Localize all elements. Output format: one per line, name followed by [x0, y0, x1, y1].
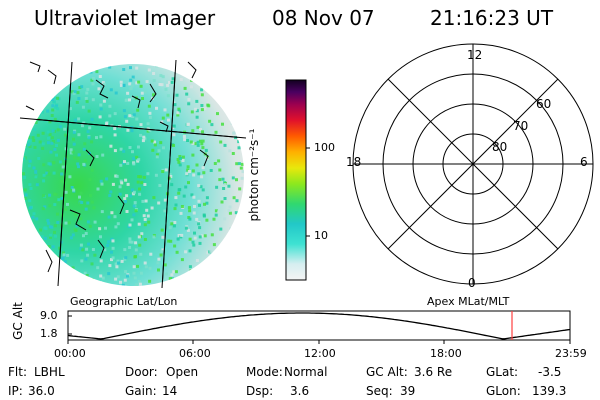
- info-glat-label: GLat:: [486, 365, 519, 379]
- mlt-label-12: 12: [467, 48, 483, 62]
- colorbar-tick-100: 100: [314, 141, 335, 154]
- colorbar-tick-10: 10: [314, 229, 328, 242]
- info-dsp-label: Dsp:: [246, 384, 274, 398]
- info-flt-label: Flt:: [8, 365, 27, 379]
- x-tick-1200: 12:00: [304, 347, 336, 360]
- mlt-label-6: 6: [580, 155, 588, 169]
- info-mode-label: Mode:: [246, 365, 283, 379]
- uv-image-disk: [19, 59, 247, 289]
- apex-caption: Apex MLat/MLT: [427, 295, 510, 308]
- info-glat-value: -3.5: [538, 365, 562, 379]
- info-door-value: Open: [166, 365, 199, 379]
- mlat-label-70: 70: [513, 119, 529, 133]
- info-seq-value: 39: [400, 384, 416, 398]
- altitude-timeline: [67, 310, 571, 344]
- info-ip-value: 36.0: [28, 384, 55, 398]
- info-glon-value: 139.3: [532, 384, 567, 398]
- info-seq-label: Seq:: [366, 384, 393, 398]
- info-door-label: Door:: [125, 365, 158, 379]
- info-ip-label: IP:: [8, 384, 23, 398]
- instrument-title: Ultraviolet Imager: [34, 6, 216, 30]
- color-bar: [285, 79, 310, 281]
- x-tick-1800: 18:00: [430, 347, 462, 360]
- info-gcalt-value: 3.6 Re: [414, 365, 453, 379]
- info-flt-value: LBHL: [34, 365, 65, 379]
- info-gain-value: 14: [162, 384, 178, 398]
- mlt-label-0: 0: [468, 276, 476, 290]
- info-gcalt-label: GC Alt:: [366, 365, 408, 379]
- geographic-caption: Geographic Lat/Lon: [70, 295, 178, 308]
- mlat-label-80: 80: [492, 140, 508, 154]
- x-tick-0000: 00:00: [54, 347, 86, 360]
- y-tick-9: 9.0: [40, 309, 58, 322]
- polar-plot: [352, 43, 594, 285]
- y-tick-1-8: 1.8: [40, 327, 58, 340]
- x-tick-2359: 23:59: [555, 347, 587, 360]
- date-label: 08 Nov 07: [272, 6, 375, 30]
- mlat-label-60: 60: [536, 97, 552, 111]
- coastlines: [25, 61, 209, 273]
- mlt-label-18: 18: [346, 155, 362, 169]
- gc-alt-axis-label: GC Alt: [11, 302, 25, 340]
- info-mode-value: Normal: [284, 365, 328, 379]
- time-label: 21:16:23 UT: [430, 6, 554, 30]
- info-glon-label: GLon:: [486, 384, 521, 398]
- info-gain-label: Gain:: [125, 384, 157, 398]
- info-dsp-value: 3.6: [290, 384, 310, 398]
- x-tick-0600: 06:00: [179, 347, 211, 360]
- colorbar-units-label: photon cm⁻²s⁻¹: [247, 128, 261, 222]
